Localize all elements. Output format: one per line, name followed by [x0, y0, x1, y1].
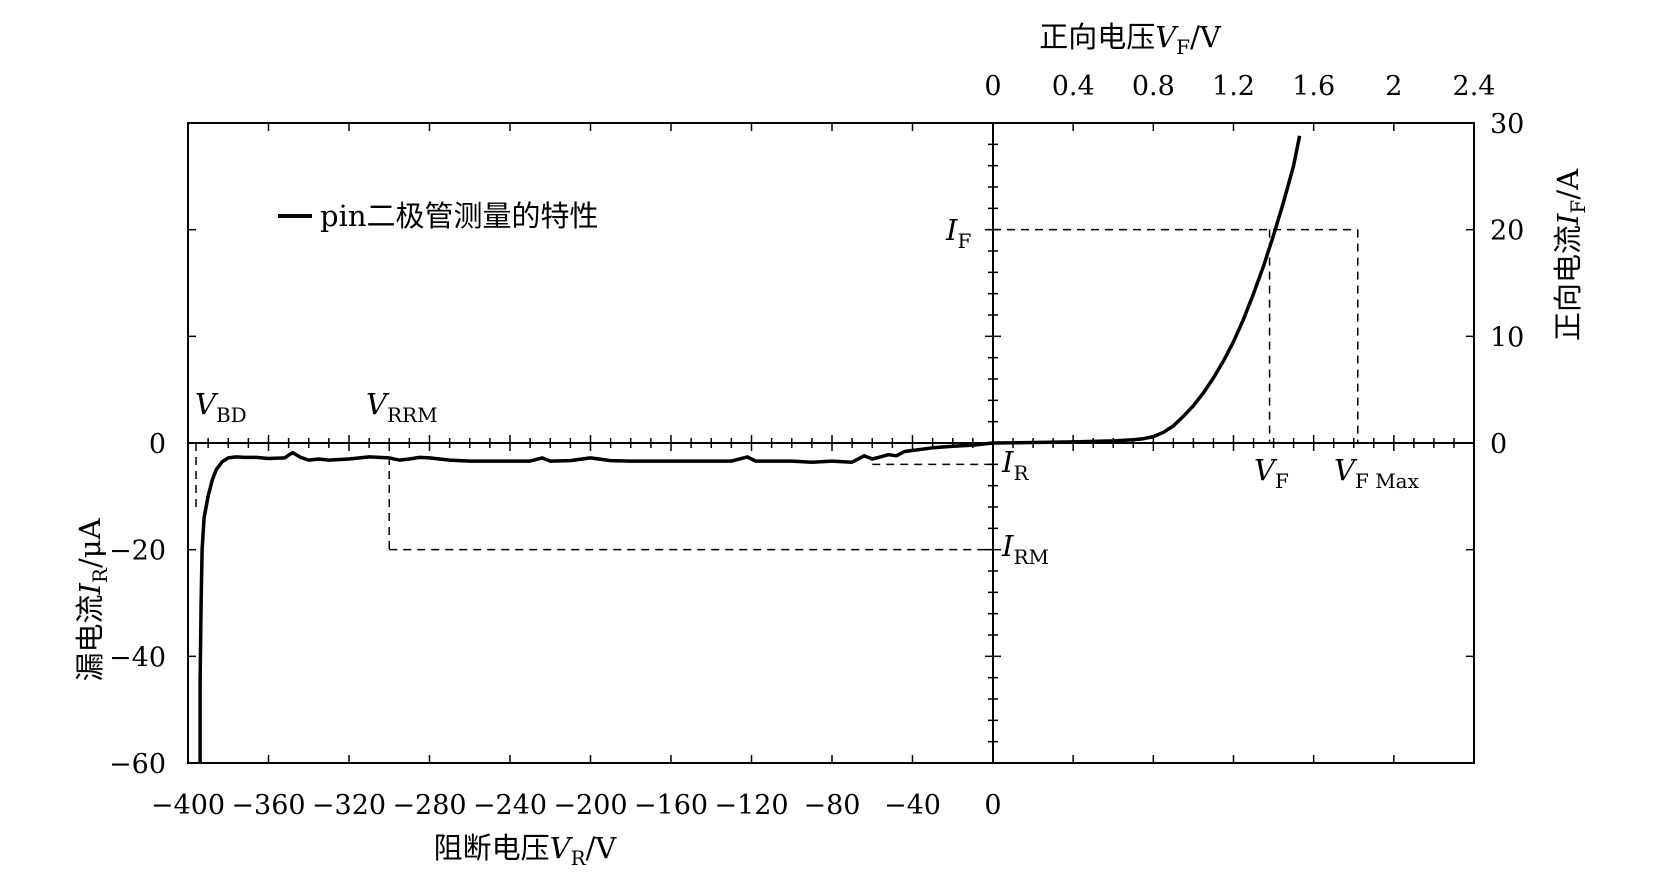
bottom-x-tick-label: −40 — [884, 790, 941, 821]
top-x-tick-label: 1.6 — [1292, 71, 1335, 102]
reverse-characteristic-line — [198, 441, 994, 763]
bottom-x-tick-label: −280 — [392, 790, 466, 821]
series-layer — [198, 135, 1302, 763]
annotation-if: IF — [945, 213, 971, 253]
top-x-tick-label: 2 — [1385, 71, 1402, 102]
left-y-tick-label: 0 — [149, 429, 166, 460]
left-y-axis-title: 漏电流IR/μA — [73, 517, 112, 681]
bottom-x-tick-label: −200 — [553, 790, 627, 821]
top-x-axis-title: 正向电压VF/V — [1039, 20, 1222, 59]
forward-characteristic-line — [992, 135, 1302, 445]
top-x-tick-label: 1.2 — [1212, 71, 1255, 102]
right-y-tick-label: 20 — [1490, 216, 1524, 247]
right-y-tick-label: 30 — [1490, 109, 1524, 140]
top-x-tick-label: 0.4 — [1052, 71, 1095, 102]
left-y-tick-label: −60 — [109, 749, 166, 780]
bottom-x-tick-label: −360 — [231, 790, 305, 821]
top-x-tick-label: 0 — [984, 71, 1001, 102]
legend: pin二极管测量的特性 — [278, 199, 599, 233]
right-y-axis-title: 正向电流IF/A — [1551, 168, 1590, 341]
bottom-x-axis-title: 阻断电压VR/V — [434, 831, 618, 870]
annotation-irm: IRM — [1001, 529, 1049, 569]
right-y-tick-label: 10 — [1490, 322, 1524, 353]
annotation-vf-max: VF Max — [1334, 453, 1420, 493]
bottom-x-tick-label: −120 — [714, 790, 788, 821]
bottom-x-tick-label: −160 — [634, 790, 708, 821]
left-y-tick-label: −40 — [109, 642, 166, 673]
right-y-tick-label: 0 — [1490, 429, 1507, 460]
left-y-tick-label: −20 — [109, 536, 166, 567]
annotation-vbd: VBD — [195, 387, 247, 427]
annotation-ir: IR — [1001, 445, 1029, 485]
bottom-x-tick-label: −80 — [804, 790, 861, 821]
bottom-x-tick-label: −320 — [312, 790, 386, 821]
top-x-tick-label: 0.8 — [1132, 71, 1175, 102]
annotation-vrrm: VRRM — [366, 387, 438, 427]
top-x-tick-label: 2.4 — [1453, 71, 1496, 102]
legend-label: pin二极管测量的特性 — [320, 199, 599, 233]
tick-labels: 0 0.4 0.8 1.2 1.6 2 2.4−400 −360 −320 −280 −240 −20… — [109, 71, 1524, 821]
bottom-x-tick-label: −240 — [473, 790, 547, 821]
bottom-x-tick-label: −400 — [151, 790, 225, 821]
bottom-x-tick-label: 0 — [984, 790, 1001, 821]
reference-lines — [195, 228, 1359, 551]
annotation-vf: VF — [1254, 453, 1289, 493]
